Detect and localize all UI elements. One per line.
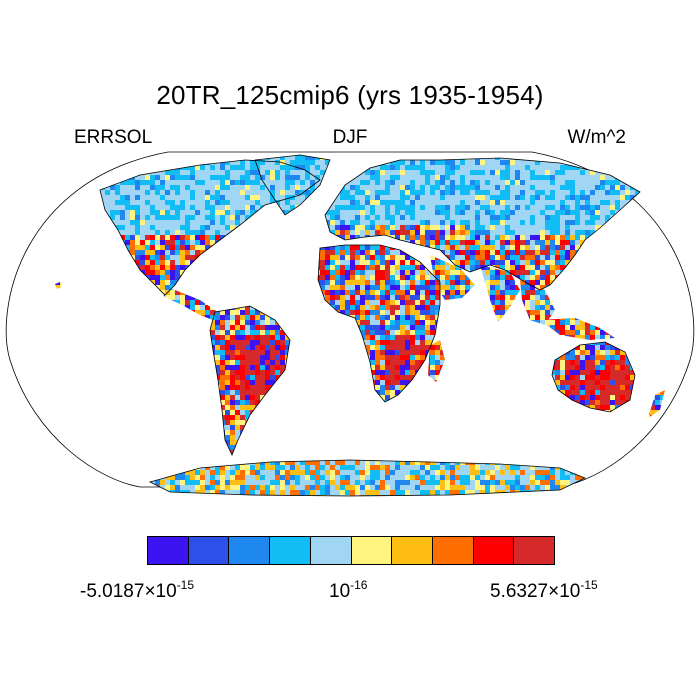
coastlines: [99, 154, 641, 497]
error-field-raster: [55, 155, 665, 496]
colorbar-swatch-4: [270, 537, 311, 564]
season-label: DJF: [332, 127, 368, 148]
colorbar-swatch-2: [188, 537, 230, 564]
colorbar: [147, 536, 555, 565]
colorbar-swatch-8: [432, 537, 474, 564]
colorbar-swatch-10: [514, 537, 555, 564]
plot-title: 20TR_125cmip6 (yrs 1935-1954): [156, 80, 544, 110]
colorbar-swatch-7: [392, 537, 433, 564]
colorbar-swatch-5: [310, 537, 352, 564]
colorbar-min-label: -5.0187×10-15: [80, 578, 195, 602]
colorbar-swatch-1: [148, 537, 189, 564]
variable-label: ERRSOL: [74, 127, 153, 148]
colorbar-swatch-3: [229, 537, 271, 564]
colorbar-swatch-6: [351, 537, 393, 564]
units-label: W/m^2: [567, 127, 626, 148]
colorbar-max-label: 5.6327×10-15: [490, 578, 598, 602]
colorbar-mid-label: 10-16: [329, 578, 368, 602]
colorbar-swatch-9: [473, 537, 515, 564]
